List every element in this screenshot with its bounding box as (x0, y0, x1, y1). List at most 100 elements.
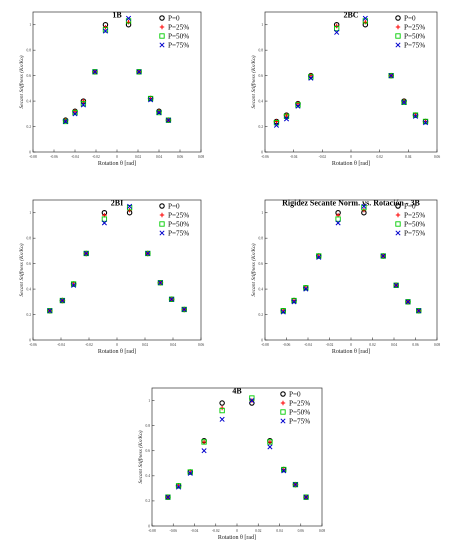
data-point (416, 308, 422, 314)
legend-label: P=50% (404, 221, 425, 229)
x-tick-label: -0.06 (29, 343, 37, 347)
y-tick-label: 0.6 (27, 262, 32, 266)
legend-marker (159, 42, 165, 48)
plot-area (32, 199, 202, 341)
legend-marker (280, 391, 286, 397)
data-point (80, 100, 87, 107)
chart-panel: 2BI -0.06 -0.04 -0.02 0 0.02 0.04 0.06 0 0.2 0.4 0.… (18, 199, 204, 355)
data-point (361, 204, 367, 211)
data-point (267, 439, 273, 445)
y-tick-label: 1 (148, 399, 150, 403)
x-tick-label: 0.04 (391, 343, 397, 347)
data-point (280, 308, 286, 314)
x-tick-label: -0.06 (283, 343, 291, 347)
plot-area (32, 11, 202, 153)
data-series (165, 397, 309, 500)
data-point (125, 15, 132, 21)
y-tick-label: 0.4 (259, 287, 264, 291)
x-tick-label: 0.06 (177, 155, 183, 159)
x-axis-label: Rotation θ [rad] (218, 535, 256, 541)
data-point (201, 439, 207, 445)
data-point (281, 466, 287, 473)
x-tick-label: -0.08 (29, 155, 37, 159)
legend-marker (159, 212, 165, 218)
data-point (362, 15, 368, 21)
data-point (335, 216, 341, 222)
x-tick-label: -0.02 (212, 529, 220, 533)
data-point (62, 118, 69, 125)
legend: P=0P=25%P=50%P=75% (395, 203, 425, 238)
legend-marker (280, 418, 286, 424)
chart-panel: 4B -0.08 -0.06 -0.04 -0.02 0 0.02 0.04 0.06 0.08 0… (137, 387, 325, 541)
legend-label: P=50% (168, 221, 189, 229)
data-point (169, 296, 175, 302)
legend-label: P=25% (404, 24, 425, 32)
legend-marker (280, 409, 286, 415)
data-point (267, 439, 273, 445)
data-point (303, 494, 309, 500)
y-tick-label: 0.2 (259, 313, 264, 317)
legend-label: P=75% (289, 418, 310, 426)
legend-label: P=0 (404, 203, 416, 211)
y-tick-label: 0.6 (259, 262, 264, 266)
y-tick-label: 0.4 (27, 99, 32, 103)
data-point (361, 203, 367, 209)
chart-panel: 2BC -0.06 -0.04 -0.02 0 0.02 0.04 0.06 0 0.2 0.4 0.… (250, 11, 440, 167)
legend-label: P=25% (289, 400, 310, 408)
x-tick-label: 0 (236, 529, 238, 533)
chart-panel: 1B -0.08 -0.06 -0.04 -0.02 0 0.02 0.04 0.06 0.08 0… (18, 11, 204, 167)
legend-marker (159, 221, 165, 227)
y-axis-label: Secant Stiffness (Ks/Ko) (137, 430, 144, 483)
x-axis-label: Rotation θ [rad] (98, 161, 136, 167)
y-tick-label: 0 (148, 524, 150, 528)
x-tick-label: 0.02 (369, 343, 375, 347)
data-point (168, 296, 175, 302)
data-point (388, 72, 394, 79)
y-tick-label: 0.8 (259, 48, 264, 52)
legend-marker (395, 221, 401, 227)
legend-label: P=75% (168, 42, 189, 50)
data-point (101, 216, 108, 222)
x-tick-label: 0.02 (135, 155, 141, 159)
y-tick-label: 0 (29, 338, 31, 342)
data-series (47, 203, 187, 314)
data-point (303, 494, 309, 500)
x-tick-label: -0.08 (261, 343, 269, 347)
y-tick-label: 0.4 (146, 474, 151, 478)
y-tick-label: 0 (29, 150, 31, 154)
x-tick-label: 0 (116, 343, 118, 347)
data-series (47, 204, 187, 314)
data-point (127, 203, 133, 209)
data-point (316, 253, 322, 259)
data-point (181, 306, 187, 313)
data-point (334, 25, 340, 32)
legend-label: P=0 (289, 391, 301, 399)
legend-marker (159, 203, 165, 209)
y-axis-label: Secant Stiffness (Ks/Ko) (18, 55, 25, 108)
legend-label: P=75% (168, 230, 189, 238)
legend-label: P=25% (404, 212, 425, 220)
data-point (273, 122, 280, 128)
legend-label: P=75% (404, 230, 425, 238)
x-tick-label: -0.06 (170, 529, 178, 533)
data-point (157, 280, 164, 286)
data-point (308, 74, 314, 80)
data-point (380, 253, 386, 259)
x-tick-label: 0 (350, 343, 352, 347)
legend: P=0P=25%P=50%P=75% (280, 391, 310, 426)
legend-marker (159, 24, 165, 30)
x-tick-label: 0.02 (377, 155, 383, 159)
y-tick-label: 0.8 (27, 48, 32, 52)
x-tick-label: 0.02 (142, 343, 148, 347)
data-point (292, 482, 298, 488)
x-tick-label: 0.04 (405, 155, 411, 159)
data-point (175, 483, 182, 489)
chart-title: 2BI (111, 199, 123, 208)
x-tick-label: 0 (116, 155, 118, 159)
plot-area (264, 199, 438, 341)
legend-label: P=50% (168, 33, 189, 41)
x-tick-label: 0 (350, 155, 352, 159)
data-point (334, 29, 340, 35)
data-point (393, 282, 399, 288)
